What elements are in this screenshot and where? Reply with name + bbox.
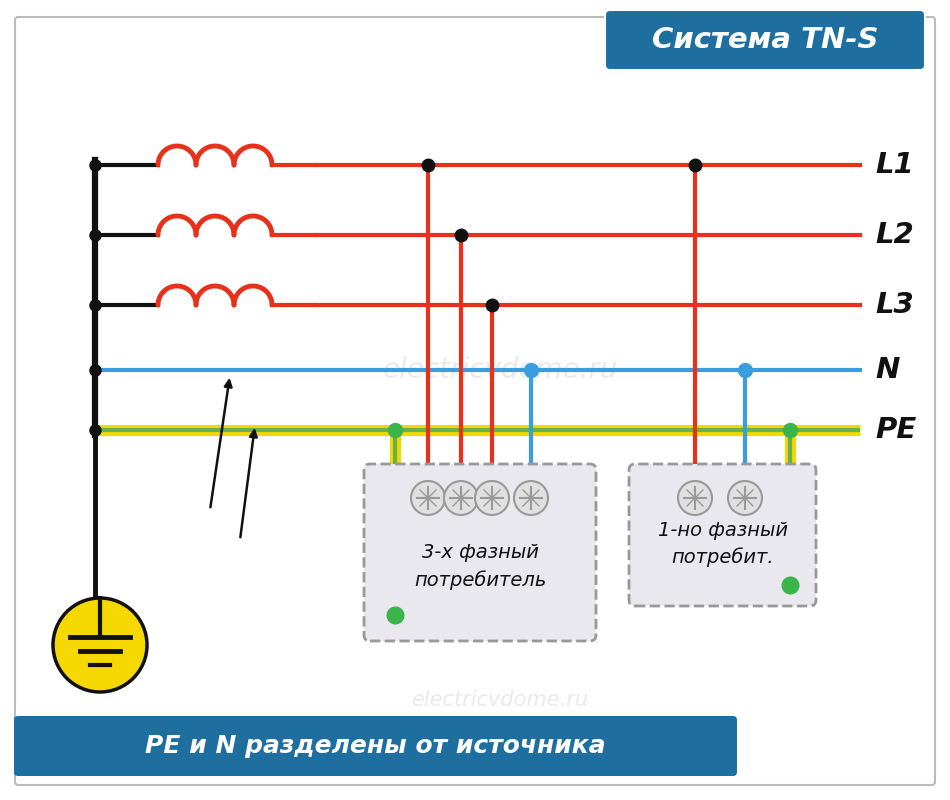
Text: N: N: [875, 356, 900, 384]
Circle shape: [728, 481, 762, 515]
FancyBboxPatch shape: [15, 17, 935, 785]
Text: 3-х фазный
потребитель: 3-х фазный потребитель: [414, 543, 546, 590]
Circle shape: [514, 481, 548, 515]
Text: PE: PE: [875, 416, 916, 444]
FancyBboxPatch shape: [629, 464, 816, 606]
Circle shape: [53, 598, 147, 692]
FancyBboxPatch shape: [364, 464, 596, 641]
Circle shape: [444, 481, 478, 515]
Circle shape: [475, 481, 509, 515]
Text: L2: L2: [875, 221, 914, 249]
Text: electricvdome.ru: electricvdome.ru: [382, 356, 618, 384]
Text: 1-но фазный
потребит.: 1-но фазный потребит.: [657, 521, 788, 567]
Circle shape: [411, 481, 445, 515]
Text: L3: L3: [875, 291, 914, 319]
Text: L1: L1: [875, 151, 914, 179]
FancyBboxPatch shape: [605, 10, 925, 70]
Circle shape: [678, 481, 712, 515]
FancyBboxPatch shape: [14, 716, 737, 776]
Text: electricvdome.ru: electricvdome.ru: [411, 690, 589, 710]
Text: Система TN-S: Система TN-S: [652, 26, 878, 54]
Text: PE и N разделены от источника: PE и N разделены от источника: [144, 734, 605, 758]
